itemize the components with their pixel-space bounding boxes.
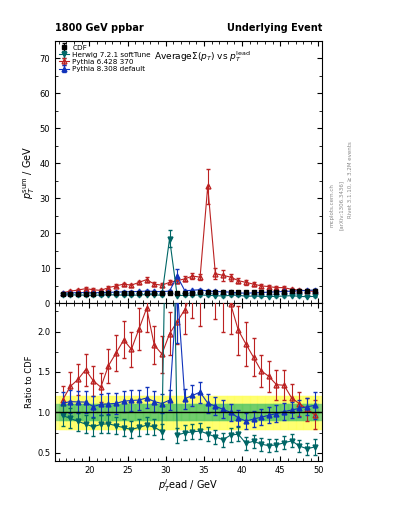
Text: Rivet 3.1.10, ≥ 3.2M events: Rivet 3.1.10, ≥ 3.2M events: [347, 141, 353, 218]
X-axis label: $p_T^l{\rm ead}$ / GeV: $p_T^l{\rm ead}$ / GeV: [158, 477, 219, 494]
Y-axis label: Ratio to CDF: Ratio to CDF: [25, 356, 34, 409]
Legend: CDF, Herwig 7.2.1 softTune, Pythia 6.428 370, Pythia 8.308 default: CDF, Herwig 7.2.1 softTune, Pythia 6.428…: [57, 43, 152, 74]
Text: 1800 GeV ppbar: 1800 GeV ppbar: [55, 23, 144, 33]
Text: Average$\Sigma(p_T)$ vs $p_T^{\rm lead}$: Average$\Sigma(p_T)$ vs $p_T^{\rm lead}$: [154, 49, 250, 64]
Text: mcplots.cern.ch: mcplots.cern.ch: [329, 183, 334, 227]
Text: [arXiv:1306.3436]: [arXiv:1306.3436]: [339, 180, 344, 230]
Y-axis label: $p_T^{\rm sum}$ / GeV: $p_T^{\rm sum}$ / GeV: [21, 145, 37, 199]
Text: Underlying Event: Underlying Event: [227, 23, 322, 33]
